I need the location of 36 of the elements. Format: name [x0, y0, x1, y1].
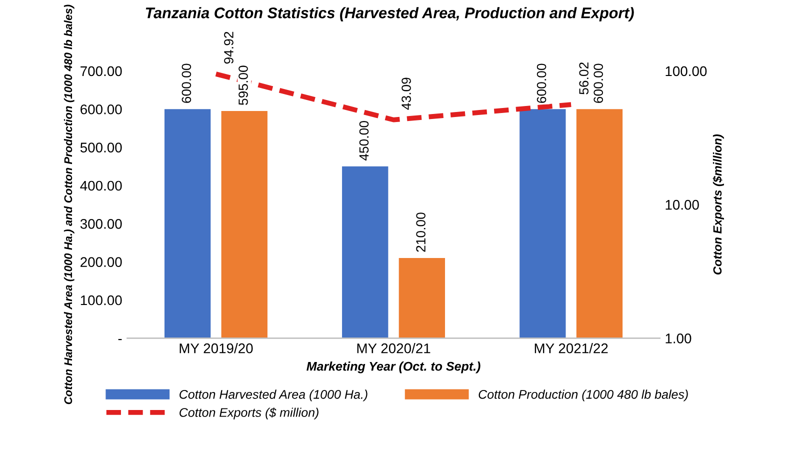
data-label: 43.09 — [402, 78, 411, 110]
data-label: 600.00 — [182, 64, 192, 103]
y2-tick-label: 1.00 — [666, 334, 692, 344]
bar — [221, 111, 268, 338]
legend-label: Cotton Exports ($ million) — [180, 408, 318, 420]
legend-label: Cotton Production (1000 480 lb bales) — [478, 390, 688, 402]
data-label: 600.00 — [536, 64, 546, 103]
data-label: 450.00 — [359, 121, 369, 161]
bar — [520, 109, 566, 338]
data-label: 210.00 — [416, 212, 426, 252]
bar — [164, 109, 211, 338]
x-tick-label: MY 2021/22 — [534, 343, 608, 354]
y-tick-label: 500.00 — [80, 142, 122, 152]
y-tick-label: - — [118, 338, 122, 340]
y-tick-label: 600.00 — [80, 104, 122, 114]
y-tick-label: 200.00 — [80, 257, 122, 268]
data-label: 56.02 — [579, 62, 589, 94]
chart-title: Tanzania Cotton Statistics (Harvested Area, Production and Export) — [146, 7, 634, 22]
x-axis-title: Marketing Year (Oct. to Sept.) — [306, 362, 480, 374]
bar — [398, 258, 446, 338]
legend-label: Cotton Harvested Area (1000 Ha.) — [180, 390, 368, 402]
y-axis-title: Cotton Harvested Area (1000 Ha.) and Cotton Production (1000 480 lb bales) — [64, 4, 74, 404]
y-tick-label: 400.00 — [80, 180, 122, 191]
x-tick-label: MY 2019/20 — [180, 343, 253, 354]
data-label: 595.00 — [238, 66, 248, 105]
x-tick-label: MY 2020/21 — [357, 343, 430, 354]
y-tick-label: 300.00 — [80, 218, 122, 229]
y-tick-label: 700.00 — [80, 66, 122, 76]
y2-tick-label: 10.00 — [666, 200, 699, 210]
bar — [576, 109, 623, 338]
y-tick-label: 100.00 — [80, 295, 122, 306]
y2-tick-label: 100.00 — [666, 66, 707, 76]
y2-axis-title: Cotton Exports ($million) — [712, 134, 724, 274]
data-label: 600.00 — [594, 64, 604, 103]
bar — [342, 166, 388, 338]
data-label: 94.92 — [224, 32, 234, 64]
